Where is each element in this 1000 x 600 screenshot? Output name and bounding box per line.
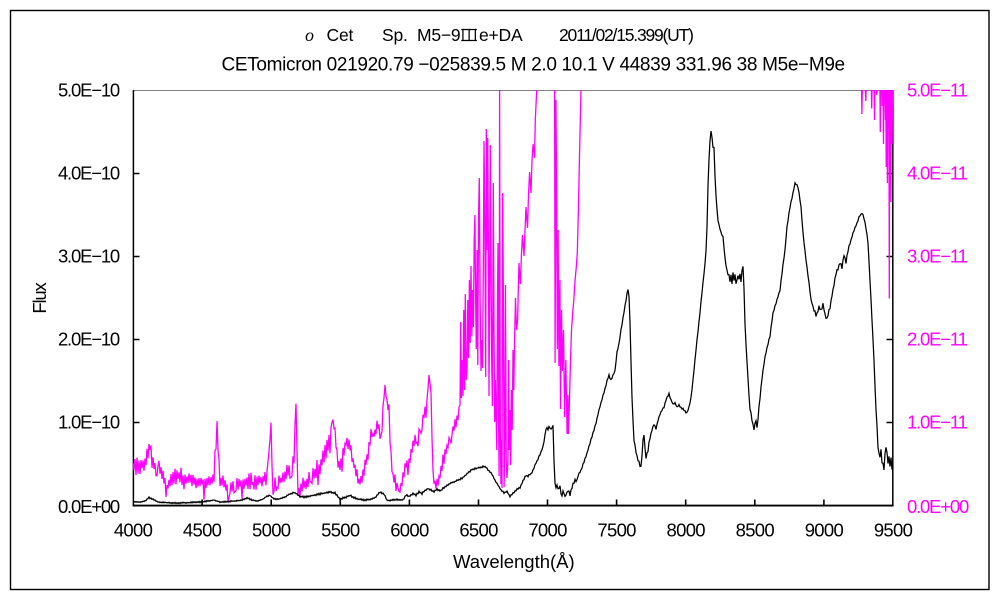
svg-text:2011/02/15.399(UT): 2011/02/15.399(UT)	[559, 25, 693, 45]
svg-text:2.0E−11: 2.0E−11	[907, 328, 968, 349]
svg-text:o: o	[305, 25, 314, 45]
svg-text:7500: 7500	[597, 520, 636, 541]
svg-text:4.0E−11: 4.0E−11	[907, 162, 968, 183]
svg-text:5.0E−10: 5.0E−10	[58, 79, 120, 100]
svg-text:1.0E−10: 1.0E−10	[58, 411, 120, 432]
svg-text:5500: 5500	[321, 520, 360, 541]
svg-text:6500: 6500	[459, 520, 498, 541]
svg-text:5.0E−11: 5.0E−11	[907, 79, 968, 100]
svg-text:0.0E+00: 0.0E+00	[58, 496, 120, 517]
svg-text:Wavelength(Å): Wavelength(Å)	[453, 551, 575, 572]
svg-text:4.0E−10: 4.0E−10	[58, 162, 120, 183]
svg-text:M5−9: M5−9	[417, 25, 460, 45]
svg-text:3.0E−11: 3.0E−11	[907, 245, 968, 266]
svg-text:9500: 9500	[874, 520, 913, 541]
svg-text:Cet: Cet	[327, 25, 354, 45]
svg-text:9000: 9000	[805, 520, 844, 541]
svg-text:2.0E−10: 2.0E−10	[58, 328, 120, 349]
svg-text:8000: 8000	[667, 520, 706, 541]
svg-text:6000: 6000	[390, 520, 429, 541]
svg-text:0.0E+00: 0.0E+00	[907, 496, 969, 517]
svg-text:1.0E−11: 1.0E−11	[907, 411, 968, 432]
svg-text:4000: 4000	[114, 520, 153, 541]
svg-text:3.0E−10: 3.0E−10	[58, 245, 120, 266]
svg-text:CETomicron 021920.79 −025839.5: CETomicron 021920.79 −025839.5 M 2.0 10.…	[222, 55, 845, 76]
svg-text:e+DA: e+DA	[479, 25, 523, 45]
svg-text:4500: 4500	[183, 520, 222, 541]
svg-text:Sp.: Sp.	[382, 25, 408, 45]
svg-text:5000: 5000	[252, 520, 291, 541]
svg-text:8500: 8500	[736, 520, 775, 541]
svg-text:7000: 7000	[528, 520, 567, 541]
svg-text:Flux: Flux	[29, 281, 50, 313]
